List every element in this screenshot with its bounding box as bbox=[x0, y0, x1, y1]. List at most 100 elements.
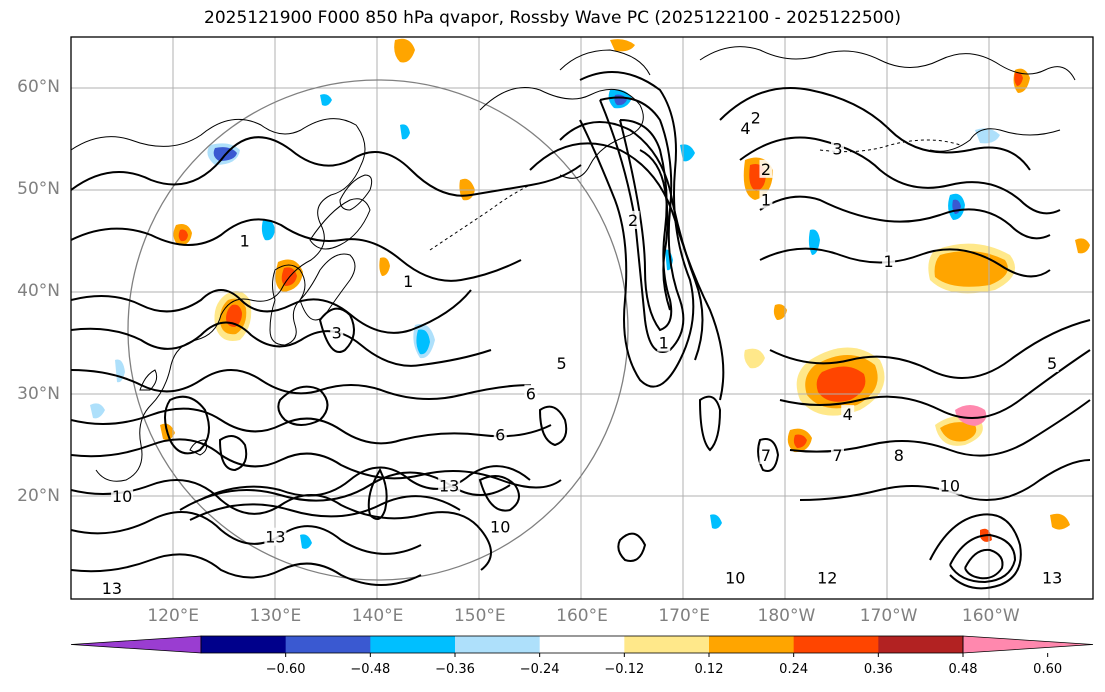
contour-label: 13 bbox=[1042, 569, 1062, 588]
lat-tick-label: 50°N bbox=[17, 179, 60, 200]
contour-label: 1 bbox=[884, 252, 894, 271]
contour-label-background bbox=[493, 425, 507, 444]
colorbar-segment bbox=[793, 636, 879, 653]
coastlines bbox=[71, 46, 1076, 482]
colorbar-tick-label: 0.24 bbox=[779, 662, 809, 677]
contour-label-background bbox=[524, 384, 538, 403]
colorbar-extend-high bbox=[962, 635, 1094, 654]
colorbar-tick-label: −0.60 bbox=[265, 662, 306, 677]
contour-label: 1 bbox=[403, 272, 413, 291]
contour-label: 10 bbox=[940, 477, 960, 496]
colorbar-frame bbox=[200, 635, 964, 654]
contour-label-background bbox=[489, 517, 512, 536]
colorbar-tick-label: −0.12 bbox=[604, 662, 645, 677]
colorbar-extend-low bbox=[70, 635, 202, 654]
colorbar-tick-label: −0.36 bbox=[435, 662, 475, 677]
positive-anomaly-shading bbox=[160, 38, 1090, 542]
contour-label: 4 bbox=[740, 119, 750, 138]
contour-label-background bbox=[657, 333, 671, 352]
contour-label: 10 bbox=[112, 487, 132, 506]
contour-label-background bbox=[1045, 353, 1059, 372]
contour-label: 10 bbox=[490, 517, 510, 536]
map-frame bbox=[70, 36, 1094, 600]
contour-label-background bbox=[330, 323, 344, 342]
contour-label: 7 bbox=[761, 446, 771, 465]
lon-tick-label: 150°E bbox=[453, 606, 506, 626]
contour-label-background bbox=[759, 190, 773, 209]
colorbar bbox=[70, 635, 1094, 657]
colorbar-segment bbox=[370, 636, 456, 653]
contour-label-background bbox=[882, 251, 896, 270]
contour-label-background bbox=[816, 568, 839, 587]
contour-label-background bbox=[438, 476, 461, 495]
contour-label: 6 bbox=[495, 426, 505, 445]
lon-tick-label: 140°E bbox=[351, 606, 404, 626]
contour-label: 13 bbox=[102, 579, 122, 598]
contour-label-background bbox=[238, 231, 252, 250]
contour-label: 6 bbox=[526, 385, 536, 404]
contour-label: 1 bbox=[659, 334, 669, 353]
negative-anomaly-shading bbox=[90, 89, 1000, 549]
contour-label: 13 bbox=[439, 477, 459, 496]
lat-tick-label: 20°N bbox=[17, 485, 60, 506]
colorbar-tick-label: 0.48 bbox=[948, 662, 978, 677]
contour-label-background bbox=[264, 527, 287, 546]
colorbar-tick-label: −0.24 bbox=[519, 662, 560, 677]
contour-label-background bbox=[841, 405, 855, 424]
reference-circle bbox=[127, 79, 629, 581]
contour-label-background bbox=[724, 568, 747, 587]
lon-tick-label: 180°W bbox=[757, 606, 816, 626]
contour-label-background bbox=[555, 353, 569, 372]
contour-label-background bbox=[749, 108, 763, 127]
contour-lines bbox=[71, 71, 1091, 590]
lat-tick-label: 40°N bbox=[17, 281, 60, 302]
contour-label: 2 bbox=[751, 109, 761, 128]
contour-label-background bbox=[111, 486, 134, 505]
contour-label: 5 bbox=[1047, 354, 1057, 373]
lon-tick-label: 120°E bbox=[147, 606, 200, 626]
contour-label: 2 bbox=[761, 160, 771, 179]
colorbar-segment bbox=[878, 636, 964, 653]
colorbar-tick-label: 0.60 bbox=[1033, 662, 1063, 677]
contour-label: 8 bbox=[894, 446, 904, 465]
contour-label: 3 bbox=[332, 323, 342, 342]
contour-label-background bbox=[1041, 568, 1064, 587]
contour-label: 12 bbox=[817, 569, 837, 588]
colorbar-segment bbox=[285, 636, 371, 653]
colorbar-segment bbox=[539, 636, 625, 653]
colorbar-segment bbox=[455, 636, 541, 653]
colorbar-tick-label: 0.36 bbox=[863, 662, 893, 677]
contour-label: 5 bbox=[556, 354, 566, 373]
contour-label-background bbox=[626, 210, 640, 229]
figure-title: 2025121900 F000 850 hPa qvapor, Rossby W… bbox=[204, 8, 901, 28]
contour-label-background bbox=[100, 578, 123, 597]
contour-label-background bbox=[831, 445, 844, 464]
lat-tick-label: 60°N bbox=[17, 77, 60, 98]
lon-tick-label: 130°E bbox=[249, 606, 302, 626]
contour-label-background bbox=[739, 118, 753, 137]
lon-tick-label: 170°E bbox=[658, 606, 711, 626]
contour-label-background bbox=[401, 272, 415, 291]
colorbar-segment bbox=[624, 636, 710, 653]
contour-label-background bbox=[759, 445, 773, 464]
contour-label: 1 bbox=[240, 231, 250, 250]
lat-tick-label: 30°N bbox=[17, 383, 60, 404]
contour-label: 1 bbox=[761, 190, 771, 209]
colorbar-segment bbox=[201, 636, 287, 653]
contour-label-background bbox=[938, 476, 961, 495]
contour-label: 10 bbox=[725, 569, 745, 588]
lon-tick-label: 170°W bbox=[859, 606, 918, 626]
contour-label: 3 bbox=[832, 139, 842, 158]
contour-label: 2 bbox=[628, 211, 638, 230]
colorbar-segment bbox=[709, 636, 795, 653]
contour-label-background bbox=[831, 139, 844, 158]
contour-label: 7 bbox=[832, 446, 842, 465]
colorbar-tick-label: 0.12 bbox=[694, 662, 724, 677]
colorbar-tick-label: −0.48 bbox=[350, 662, 391, 677]
lon-tick-label: 160°E bbox=[556, 606, 608, 626]
contour-label-background bbox=[892, 445, 906, 464]
contour-label: 4 bbox=[843, 405, 853, 424]
lon-tick-label: 160°W bbox=[961, 606, 1020, 626]
